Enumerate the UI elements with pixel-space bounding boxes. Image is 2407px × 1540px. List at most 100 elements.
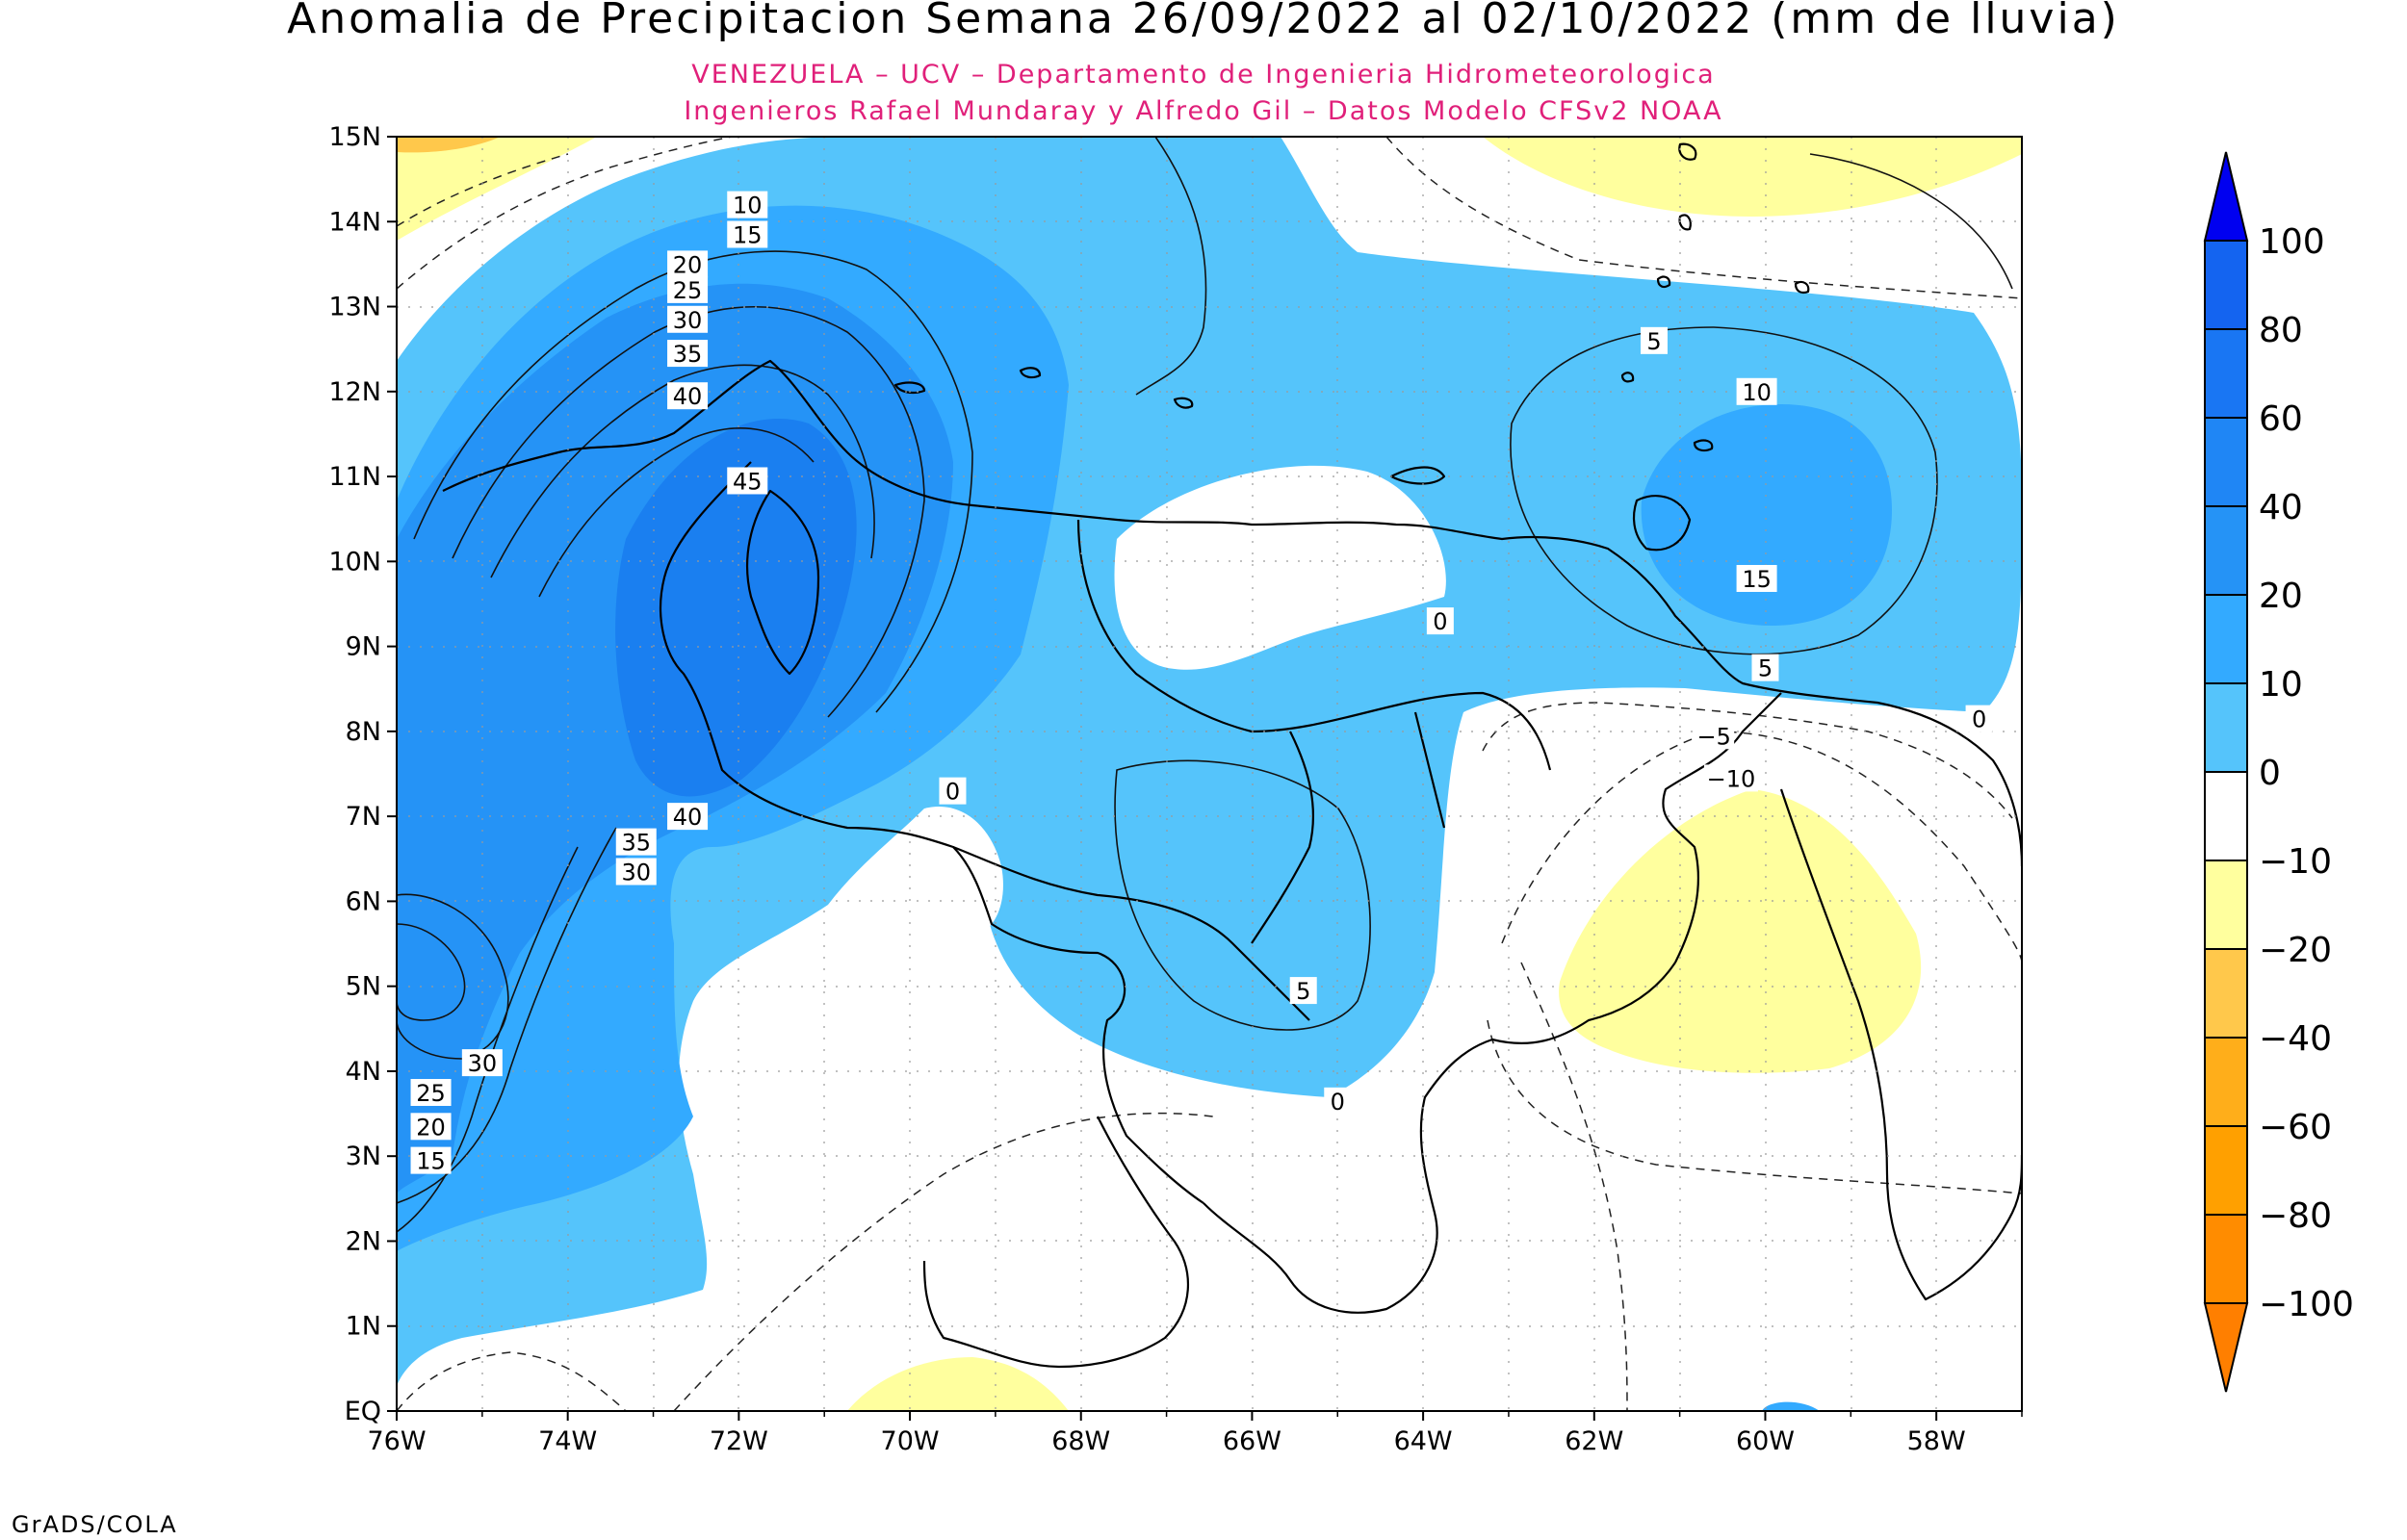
contour-label: 20 (416, 1114, 446, 1141)
colorbar-label: 60 (2259, 399, 2303, 439)
plot-area: 101520253035404551015500−5−1004035305030… (397, 137, 2022, 1411)
island-bonaire (1173, 397, 1194, 409)
contour-label: 15 (1742, 566, 1772, 593)
contour-label: 0 (1433, 608, 1447, 635)
contour-line-dashed (1385, 137, 2022, 299)
contour-label-box (461, 1049, 503, 1077)
anomaly-region-neutral-central (1114, 465, 1446, 670)
grads-credit: GrADS/COLA (12, 1511, 178, 1538)
contour-line-dashed (1487, 1019, 2022, 1194)
anomaly-region-10-20-east (1641, 404, 1892, 626)
contour-label: 15 (733, 222, 763, 249)
lat-tick-label: EQ (345, 1397, 381, 1426)
colombia-interior-border (952, 845, 1310, 1021)
contour-label-box (667, 803, 709, 831)
venezuela-state-borders-2 (1251, 731, 1315, 944)
colombia-venezuela-border (659, 461, 1204, 1204)
colorbar-swatch (2204, 771, 2248, 861)
contour-label-box (1703, 764, 1758, 792)
colorbar-swatch (2204, 1125, 2248, 1216)
colorbar-swatch (2204, 240, 2248, 330)
island-grenada (1620, 372, 1635, 383)
contour-line (452, 306, 925, 718)
lat-tick-label: 11N (328, 462, 381, 492)
lat-tick-label: 1N (346, 1312, 381, 1342)
island-tobago (1693, 439, 1714, 452)
contour-label: 35 (673, 341, 703, 368)
contour-label-box (1694, 722, 1735, 750)
lat-tick-label: 2N (346, 1226, 381, 1256)
colorbar-swatch (2204, 505, 2248, 596)
lat-tick-label: 12N (328, 377, 381, 407)
contour-label: 0 (945, 779, 960, 806)
contour-label-box (1324, 1087, 1352, 1115)
colorbar-label: 80 (2259, 311, 2303, 350)
colorbar-swatch (2204, 328, 2248, 419)
contour-line-dashed (1501, 731, 2022, 963)
contour-label: 0 (1331, 1089, 1345, 1116)
latitude-axis: EQ 1N 2N 3N 4N 5N 6N 7N 8N 9N 10N 11N 12N 13N 14N 15N (328, 122, 397, 1426)
island-barbados (1794, 280, 1810, 295)
graticule-line (481, 137, 1937, 1411)
caribbean-coastline (442, 359, 2022, 867)
guyana-suriname-border (1779, 788, 2022, 1301)
lat-tick-label: 7N (346, 802, 381, 832)
colorbar-swatch (2204, 860, 2248, 950)
contour-line (538, 427, 815, 598)
contour-line (1510, 326, 1938, 655)
contour-label: 5 (1758, 655, 1773, 682)
contour-line-dashed (397, 1351, 627, 1411)
contour-label: 10 (733, 192, 763, 219)
island-curacao (893, 381, 926, 395)
contour-label-box (727, 467, 768, 495)
island-aruba (1019, 367, 1042, 379)
lat-tick-label: 15N (328, 122, 381, 152)
lon-tick-label: 72W (710, 1426, 768, 1456)
maracaibo-lake-outline (745, 489, 820, 676)
lat-tick-label: 8N (346, 717, 381, 747)
lon-tick-label: 66W (1223, 1426, 1281, 1456)
contour-label-box (1640, 326, 1668, 354)
contour-line (413, 250, 973, 713)
lon-tick-label: 60W (1736, 1426, 1795, 1456)
graticule (397, 137, 2022, 1411)
lat-tick-label: 14N (328, 207, 381, 237)
contour-label: 25 (673, 277, 703, 304)
contour-line (1114, 759, 1371, 1031)
contour-label: 30 (468, 1050, 498, 1077)
map-title: Anomalia de Precipitacion Semana 26/09/2… (287, 0, 2120, 43)
island-stvincent (1656, 275, 1671, 289)
contour-label: 25 (416, 1080, 446, 1107)
contour-line (397, 893, 509, 1060)
colorbar-swatch (2204, 417, 2248, 507)
anomaly-region-neg-20-40-northwest (397, 137, 501, 153)
lat-tick-label: 6N (346, 886, 381, 916)
anomaly-region-neg-10-20-south (847, 1357, 1069, 1411)
anomaly-region-neg-10-20-northwest (397, 137, 597, 241)
colorbar-swatch (2204, 682, 2248, 773)
colorbar-label: 0 (2259, 754, 2281, 793)
lat-tick-label: 3N (346, 1142, 381, 1171)
colorbar-label: −80 (2259, 1196, 2332, 1236)
contour-label: 5 (1646, 328, 1661, 355)
lat-tick-label: 10N (328, 547, 381, 577)
lon-tick-label: 68W (1051, 1426, 1110, 1456)
colorbar-swatch (2204, 948, 2248, 1039)
contour-label-box (615, 858, 657, 886)
contour-label: 40 (673, 804, 703, 831)
lat-tick-label: 5N (346, 972, 381, 1002)
map-subtitle-authors: Ingenieros Rafael Mundaray y Alfredo Gil… (684, 96, 1722, 126)
contour-label: −5 (1696, 723, 1730, 750)
anomaly-region-neg-10-20-guayana (1559, 789, 1922, 1073)
plot-frame (396, 136, 2023, 1412)
island-stlucia (1678, 214, 1692, 231)
colorbar-label: −40 (2259, 1019, 2332, 1059)
venezuela-state-borders-3 (1413, 711, 1446, 829)
colorbar-label: 100 (2259, 222, 2325, 262)
guyana-border (1662, 692, 1782, 963)
colorbar-label: −10 (2259, 842, 2332, 882)
contour-label: 40 (673, 383, 703, 410)
contour-label-box (667, 382, 709, 410)
positive-contour-lines (397, 137, 2013, 1233)
